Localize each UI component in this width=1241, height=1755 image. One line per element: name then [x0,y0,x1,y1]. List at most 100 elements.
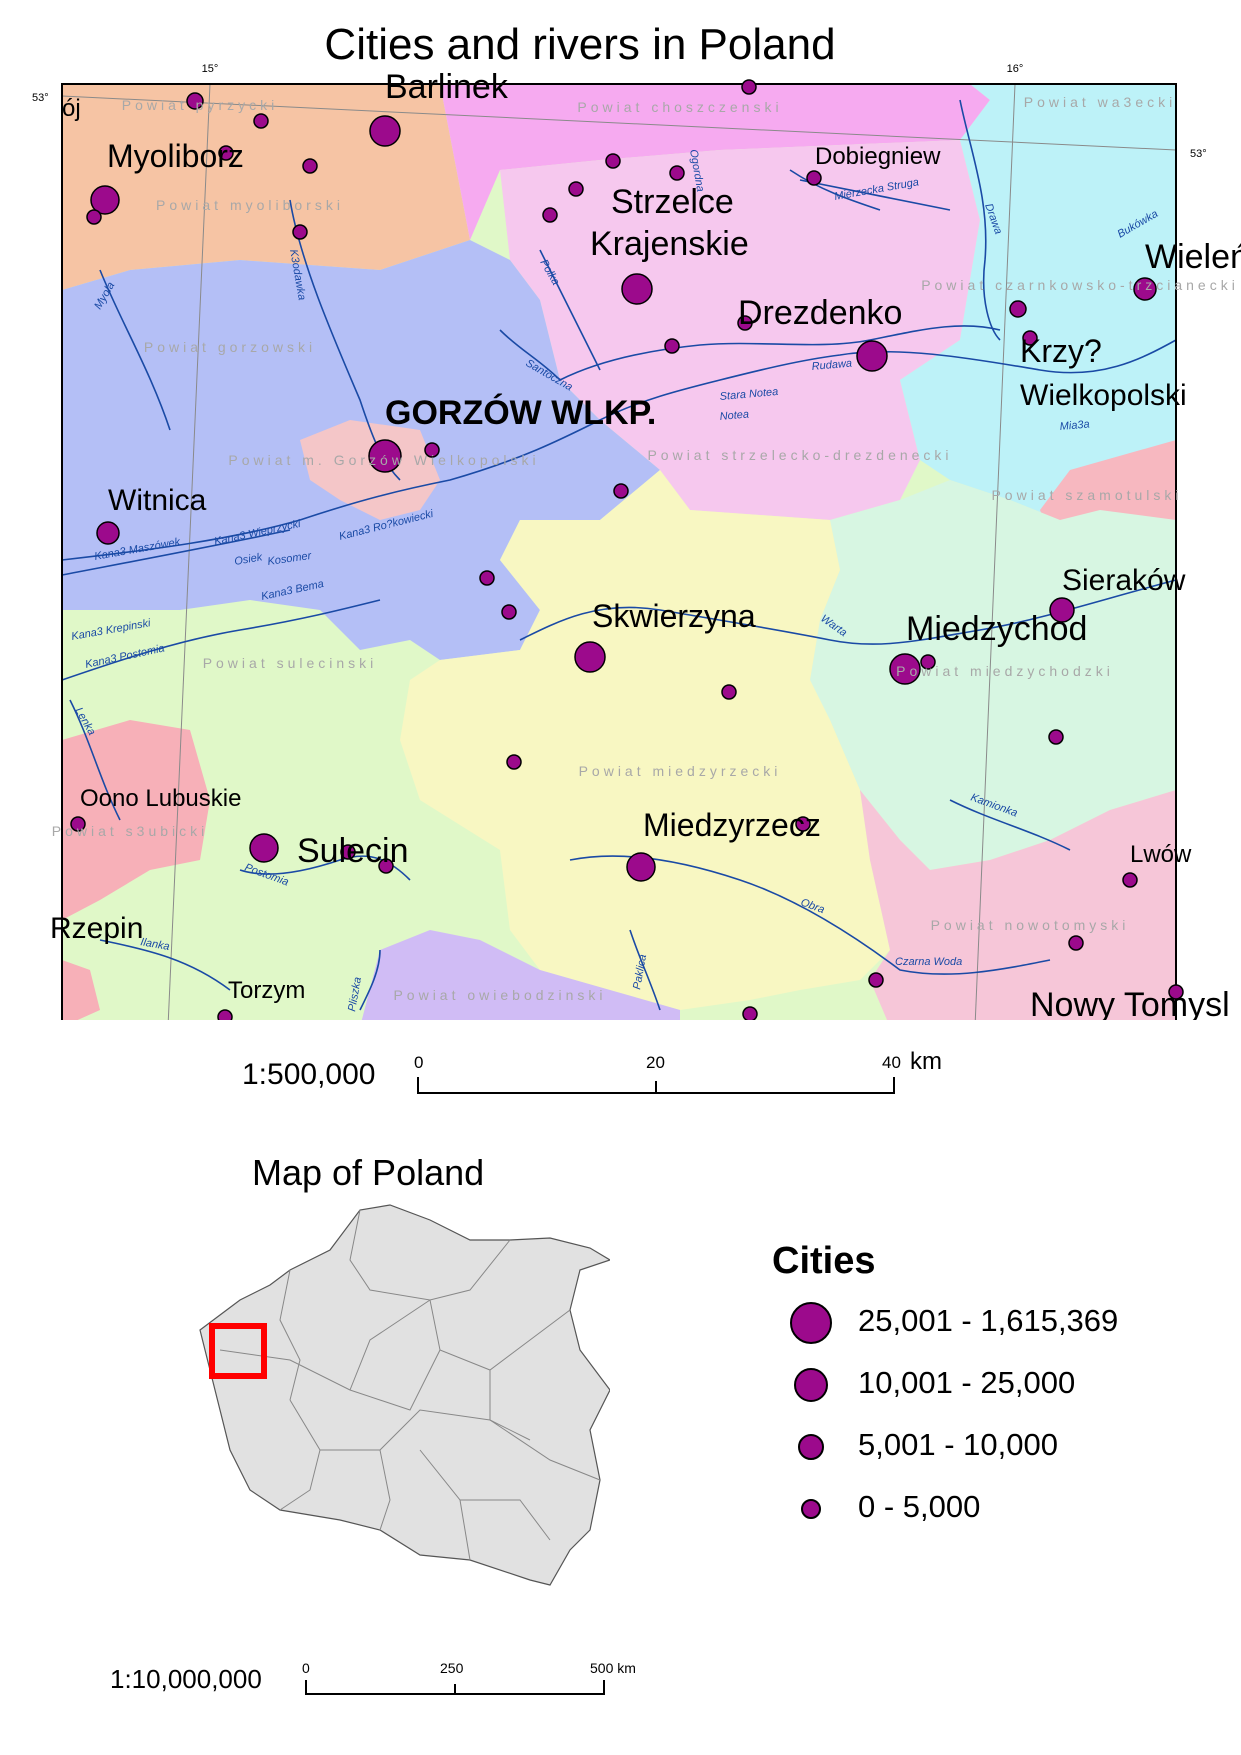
legend-label-medium: 10,001 - 25,000 [858,1365,1076,1400]
main-scale-tick-0: 0 [414,1053,424,1072]
city-label: Sulecin [297,832,409,870]
inset-scale-ratio: 1:10,000,000 [110,1664,262,1694]
ilanka-river [99,939,231,991]
city-symbol [479,570,495,586]
city-label: Strzelce [611,183,734,221]
district-nowotomyski [860,790,1176,1020]
legend-row-medium: 10,001 - 25,000 [790,1358,1075,1408]
city-symbol [96,521,120,545]
drawa-river [959,99,1001,341]
city-label: Torzym [228,977,305,1004]
city-symbol [742,1006,758,1020]
city-label: Miedzyrzecz [643,807,821,843]
lon-label-16-top: 16° [1007,63,1024,75]
city-symbol [626,852,656,882]
inset-scale-tick-500: 500 km [590,1660,636,1676]
city-label: Rzepin [50,912,143,945]
river-label: Notea [719,408,749,423]
pliszka-river [359,949,381,1011]
district-label: Powiat czarnkowsko-trzcianecki [921,277,1239,293]
district-label: Powiat sulecinski [203,655,378,671]
district-label: Powiat pyrzycki [122,97,278,113]
city-symbol [605,153,621,169]
river-label: Czarna Woda [895,956,962,968]
city-symbol [90,185,120,215]
lenka-river [69,699,121,821]
city-label: ój [62,95,81,122]
city-symbols [70,79,1184,1020]
district-label: Powiat wa3ecki [1024,94,1177,110]
city-symbol [1133,277,1157,301]
city-symbol [1068,935,1084,951]
city-symbol [806,170,822,186]
legend-label-large: 25,001 - 1,615,369 [858,1303,1119,1338]
city-symbol [568,181,584,197]
inset-scale-tick-250: 250 [440,1660,464,1676]
main-scale-tick-40: 40 [882,1053,901,1072]
main-scale-tick-20: 20 [646,1053,665,1072]
santoczna-river [499,329,561,381]
city-symbol [340,844,356,860]
kanal-maszowek [61,529,291,576]
city-symbol [741,79,757,95]
city-label: Witnica [108,484,207,517]
legend-symbol-tiny [801,1499,821,1519]
river-label: Rudawa [811,358,852,373]
district-label: Powiat szamotulski [991,487,1182,503]
lon-label-15-top: 15° [202,63,219,75]
city-symbol [1168,984,1184,1000]
map-frame [61,83,1177,1020]
postomia-river [61,599,381,681]
legend-row-small: 5,001 - 10,000 [790,1420,1058,1470]
study-area-highlight [209,1323,267,1379]
district-miedzychodzki [810,480,1176,870]
city-label: Lwów [1130,841,1192,868]
city-symbol [542,207,558,223]
legend-label-tiny: 0 - 5,000 [858,1489,981,1524]
city-label: Krzy? [1020,333,1102,369]
city-symbol [574,641,606,673]
city-symbol [292,224,308,240]
city-label: Wielkopolski [1020,379,1187,412]
district-label: Powiat gorzowski [144,339,316,355]
inset-scale-bar [305,1680,605,1695]
legend-row-large: 25,001 - 1,615,369 [790,1296,1118,1346]
city-label: Miedzychod [906,610,1087,648]
city-symbol [218,145,234,161]
district-gorzow-city [300,420,440,520]
legend-symbol-large [790,1302,832,1344]
city-label: Drezdenko [738,294,902,332]
district-label: Powiat s3ubicki [52,823,209,839]
city-symbol [856,340,888,372]
city-symbol [669,165,685,181]
city-symbol [889,653,921,685]
district-label: Powiat nowotomyski [931,917,1130,933]
city-label: Skwierzyna [592,598,756,634]
district-walecki [900,84,1176,520]
rivers [61,99,1177,1011]
city-label: Nowy Tomysl [1030,986,1230,1020]
legend-symbol-medium [794,1368,828,1402]
city-symbol [424,442,440,458]
legend-symbol-small [798,1434,824,1460]
main-scale-bar [417,1077,895,1094]
city-label: Barlinek [385,68,509,106]
city-symbol [86,209,102,225]
main-scale-unit: km [910,1048,942,1075]
city-label: Oono Lubuskie [80,785,241,812]
district-label: Powiat m. Gorzów Wielkopolski [228,452,539,468]
city-symbol [868,972,884,988]
city-symbol [920,654,936,670]
city-label: Sieraków [1062,564,1186,597]
district-strzelecko [500,140,980,520]
city-symbol [302,158,318,174]
lat-label-53-left: 53° [32,92,49,104]
city-symbol [1022,330,1038,346]
city-label: Wieleń [1145,238,1241,276]
city-symbol [378,858,394,874]
district-label: Powiat strzelecko-drezdenecki [647,447,952,463]
warta-south [519,579,1177,645]
river-label: Mia3a [1059,418,1090,433]
district-label: Powiat miedzyrzecki [579,763,782,779]
paklica-river [629,929,661,1011]
